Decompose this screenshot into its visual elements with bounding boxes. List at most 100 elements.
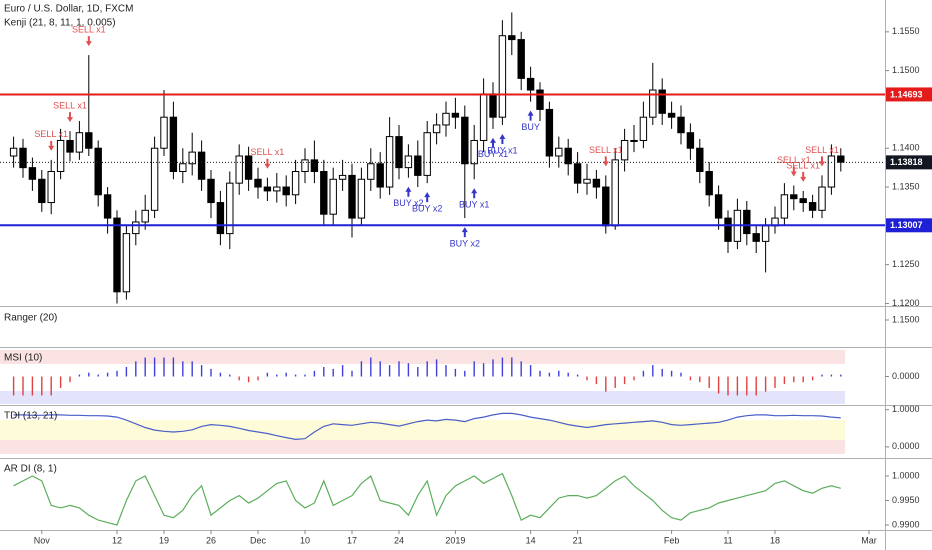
candle-body	[216, 202, 225, 235]
candle-body	[461, 116, 469, 165]
candle-body	[395, 136, 403, 169]
y-tick-label: 1.0000	[892, 470, 920, 480]
candle-body	[555, 147, 563, 157]
x-tick-label: 12	[112, 535, 122, 545]
buy-signal: BUY x1	[459, 200, 489, 210]
sell-arrow	[264, 158, 271, 169]
candle-body	[498, 35, 507, 118]
sell-signal: SELL x1	[805, 145, 839, 155]
candle-body	[329, 178, 337, 215]
sell-signal: SELL x1	[251, 147, 285, 157]
candle-body	[9, 147, 18, 157]
candle-body	[150, 147, 159, 211]
candle-body	[338, 174, 347, 180]
sell-arrow	[602, 156, 609, 167]
candle-body	[630, 139, 638, 142]
sell-arrow	[67, 112, 73, 123]
y-tick-label: 1.0000	[892, 404, 920, 414]
indicator-title: Kenji (21, 8, 11, 1, 0.005)	[4, 18, 116, 29]
candle-body	[442, 112, 450, 126]
buy-signal: BUY x1	[478, 149, 508, 159]
price-label: 1.13007	[890, 220, 923, 230]
pane-title: Ranger (20)	[4, 313, 57, 324]
candle-body	[752, 233, 760, 242]
candle-body	[517, 39, 525, 79]
candle-body	[743, 209, 751, 235]
x-tick-label: 24	[394, 535, 404, 545]
candle-body	[470, 139, 478, 165]
candle-body	[432, 124, 441, 134]
x-tick-label: Nov	[34, 535, 51, 545]
candle-body	[357, 178, 366, 219]
buy-arrow	[490, 137, 496, 148]
x-tick-label: 18	[770, 535, 780, 545]
buy-arrow	[424, 192, 431, 203]
tdi-mid-band	[0, 420, 845, 440]
buy-arrow	[461, 227, 468, 238]
candle-body	[780, 194, 789, 219]
candle-body	[479, 93, 488, 141]
candle-body	[244, 155, 253, 180]
msi-upper-band	[0, 350, 845, 364]
buy-signal: BUY x1	[487, 145, 517, 155]
candle-body	[799, 198, 807, 204]
x-tick-label: 2019	[445, 535, 465, 545]
x-tick-label: 17	[347, 535, 357, 545]
candle-body	[658, 89, 666, 114]
y-tick-label: 1.1500	[892, 65, 920, 75]
candle-body	[254, 178, 262, 188]
candle-body	[113, 217, 121, 293]
candle-body	[263, 186, 272, 192]
candle-body	[94, 147, 102, 196]
candle-body	[696, 147, 704, 173]
candle-body	[827, 155, 836, 188]
y-tick-label: 0.0000	[892, 371, 920, 381]
candle-body	[141, 209, 149, 223]
candle-body	[536, 89, 544, 110]
candle-body	[273, 186, 281, 192]
candle-body	[179, 163, 187, 173]
candle-body	[724, 217, 732, 242]
candle-body	[226, 182, 234, 235]
sell-arrow	[790, 166, 797, 177]
x-tick-label: 10	[300, 535, 310, 545]
buy-signal: BUY x2	[412, 204, 442, 214]
x-tick-label: Mar	[861, 535, 877, 545]
y-tick-label: 0.0000	[892, 441, 920, 451]
candle-body	[132, 221, 140, 235]
price-label-box	[886, 155, 932, 170]
sell-signal: SELL x1	[72, 24, 106, 34]
candle-body	[197, 151, 206, 180]
sell-arrow	[85, 36, 92, 47]
candle-body	[639, 116, 648, 141]
candle-body	[667, 112, 676, 118]
x-tick-label: 19	[159, 535, 169, 545]
candle-body	[103, 194, 112, 219]
candle-body	[545, 108, 554, 157]
candle-body	[56, 139, 65, 173]
y-tick-label: 1.1400	[892, 143, 920, 153]
sell-arrow	[48, 140, 55, 151]
candle-body	[367, 163, 375, 180]
candle-body	[508, 35, 516, 41]
msi-lower-band	[0, 391, 845, 404]
candle-body	[808, 202, 817, 211]
sell-signal: SELL x1	[53, 101, 87, 111]
x-tick-label: 11	[723, 535, 732, 545]
candle-body	[282, 186, 290, 196]
buy-arrow	[527, 110, 534, 121]
x-tick-label: 21	[573, 535, 583, 545]
candle-body	[320, 171, 328, 215]
candle-body	[348, 174, 356, 219]
candle-body	[301, 159, 309, 173]
sell-signal: SELL x1	[34, 129, 68, 139]
y-tick-label: 1.1350	[892, 181, 920, 191]
tdi-lower-band	[0, 440, 845, 454]
buy-arrow	[499, 133, 506, 144]
candle-body	[19, 147, 27, 169]
candle-body	[686, 132, 695, 149]
y-tick-label: 1.1200	[892, 298, 920, 308]
candle-body	[573, 163, 582, 184]
y-tick-label: 1.1550	[892, 26, 920, 36]
candle-body	[451, 112, 460, 118]
